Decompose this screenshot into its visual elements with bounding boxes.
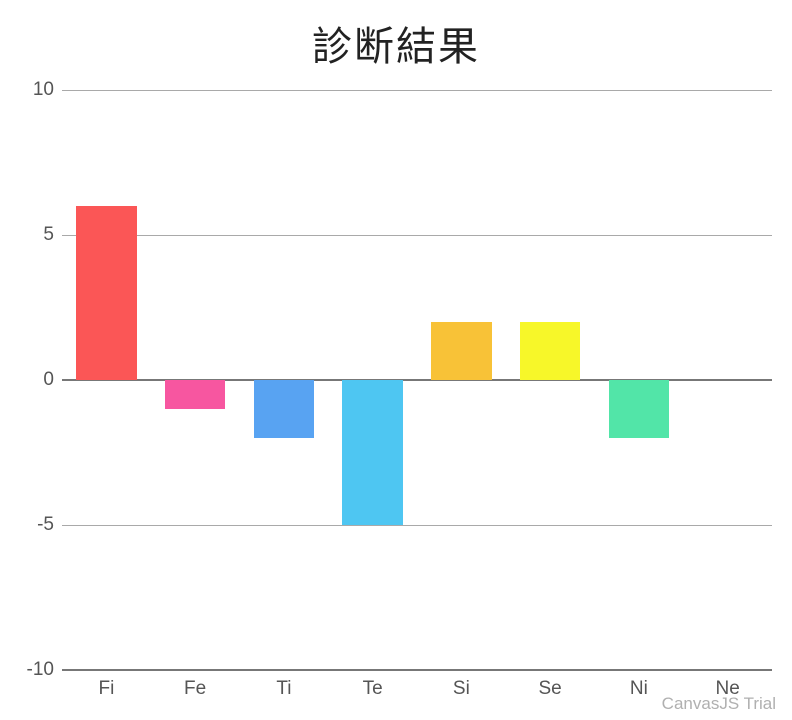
bar-se [520,322,580,380]
x-tick-label: Fe [184,678,206,700]
x-tick-label: Ni [630,678,648,700]
x-axis-line [62,669,772,671]
x-tick-label: Si [453,678,470,700]
y-tick-label: -10 [27,659,54,681]
x-tick-label: Fi [98,678,114,700]
bar-ni [609,380,669,438]
plot-area: -10-50510FiFeTiTeSiSeNiNe [62,90,772,670]
y-tick-label: -5 [37,514,54,536]
bar-fe [165,380,225,409]
x-tick-label: Ti [276,678,291,700]
chart-container: 診断結果 -10-50510FiFeTiTeSiSeNiNe CanvasJS … [0,0,792,720]
x-tick-label: Te [363,678,383,700]
bar-ti [254,380,314,438]
watermark-text: CanvasJS Trial [662,694,776,714]
bar-fi [76,206,136,380]
x-tick-label: Se [539,678,562,700]
gridline [62,235,772,236]
y-tick-label: 0 [43,369,54,391]
y-tick-label: 10 [33,79,54,101]
y-tick-label: 5 [43,224,54,246]
gridline [62,90,772,91]
bar-si [431,322,491,380]
chart-title: 診断結果 [0,14,792,72]
gridline [62,525,772,526]
bar-te [342,380,402,525]
